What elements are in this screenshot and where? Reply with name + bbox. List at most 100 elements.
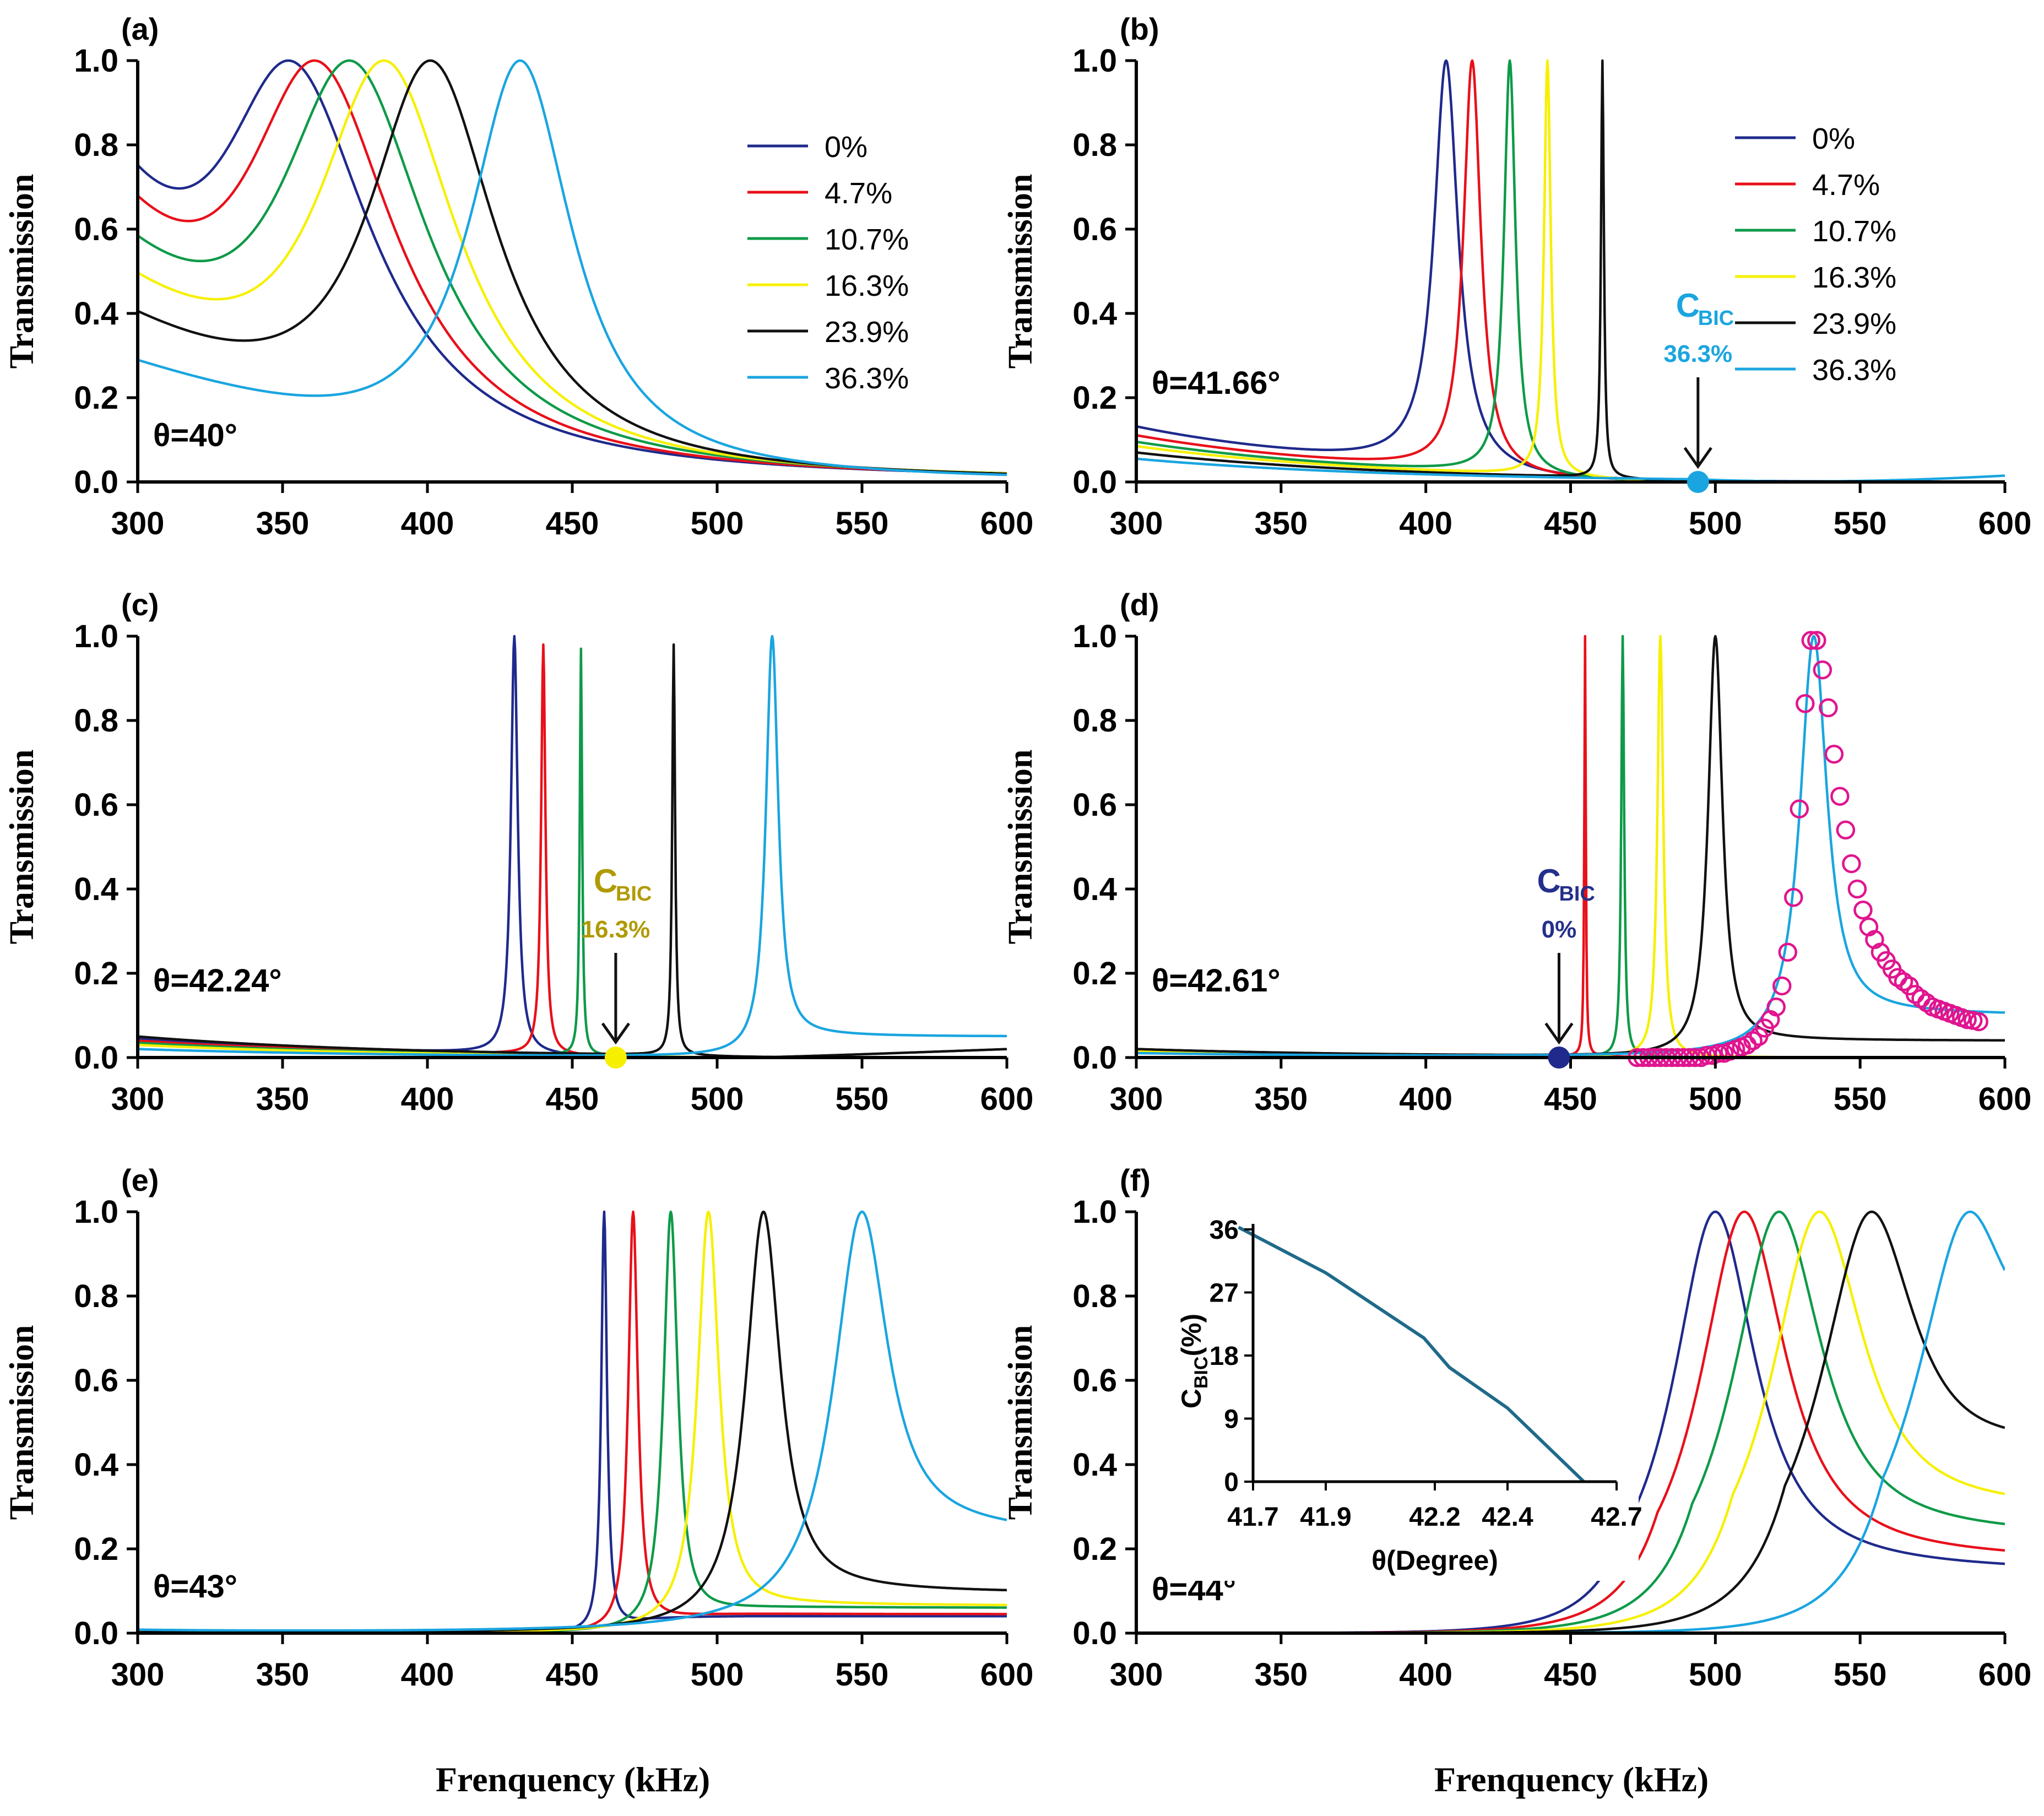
experiment-point <box>1796 694 1815 713</box>
legend-label: 36.3% <box>825 362 909 395</box>
experiment-point <box>1766 997 1786 1017</box>
series-line-36.3% <box>1136 635 2005 1057</box>
x-tick-label: 300 <box>111 1081 165 1117</box>
y-tick-label: 0.4 <box>1072 1447 1117 1483</box>
cbic-value: 16.3% <box>582 916 650 943</box>
experiment-point <box>1836 820 1856 840</box>
panel-a: 300 350 400 450 500 550 600 0.0 0.2 0.4 0.6 0.8 1.0 T… <box>3 12 1033 541</box>
x-tick-label: 300 <box>111 506 165 541</box>
y-tick-label: 0.4 <box>74 871 118 907</box>
series-line-36.3% <box>138 59 1007 476</box>
x-tick-label: 600 <box>1978 1081 2032 1117</box>
inset-cbic-vs-theta: 41.7 41.9 42.2 42.4 42.7 0 9 18 27 36 θ(Degree) CBI… <box>1176 1216 1642 1581</box>
panel-c: 300 350 400 450 500 550 600 0.0 0.2 0.4 0.6 0.8 1.0 T… <box>3 587 1033 1117</box>
cbic-sub: BIC <box>1559 882 1595 906</box>
cbic-sub: BIC <box>616 882 652 906</box>
panel-label: (b) <box>1120 12 1159 46</box>
panel-label: (d) <box>1120 587 1159 622</box>
panel-label: (c) <box>121 587 159 622</box>
y-axis-label: Transmission <box>1002 1325 1039 1520</box>
arrow-head <box>601 1022 630 1045</box>
experiment-point <box>1801 631 1821 650</box>
y-axis-label: Transmission <box>3 1325 41 1520</box>
x-tick-label: 450 <box>546 1657 599 1693</box>
y-tick-label: 0.6 <box>1072 212 1117 247</box>
y-tick-label: 0.6 <box>1072 787 1117 823</box>
inset-y-tick-label: 9 <box>1224 1405 1239 1434</box>
inset-y-tick-label: 36 <box>1210 1216 1239 1245</box>
y-tick-label: 1.0 <box>1072 43 1117 79</box>
angle-label: θ=43° <box>153 1569 237 1604</box>
inset-x-tick-label: 42.2 <box>1409 1503 1460 1532</box>
cbic-value: 0% <box>1542 916 1577 943</box>
legend-label: 36.3% <box>1812 354 1896 387</box>
experiment-point <box>1969 1012 1988 1032</box>
legend-label: 23.9% <box>825 316 909 349</box>
x-tick-label: 450 <box>1544 1081 1597 1117</box>
x-tick-label: 400 <box>1399 1081 1452 1117</box>
inset-x-tick-label: 42.7 <box>1591 1503 1642 1532</box>
inset-background <box>1181 1218 1639 1581</box>
y-tick-label: 1.0 <box>1072 1194 1117 1230</box>
y-tick-label: 0.4 <box>1072 871 1117 907</box>
legend-label: 0% <box>1812 122 1855 155</box>
series-line-23.9% <box>138 643 1007 1059</box>
x-tick-label: 400 <box>401 506 454 541</box>
x-tick-label: 500 <box>691 506 744 541</box>
panel-label: (f) <box>1120 1163 1151 1197</box>
y-tick-label: 0.4 <box>74 1447 118 1483</box>
y-tick-label: 0.0 <box>74 464 118 500</box>
y-tick-label: 0.2 <box>74 380 118 416</box>
y-tick-label: 0.6 <box>74 787 118 823</box>
x-tick-label: 600 <box>1978 506 2032 541</box>
x-tick-label: 600 <box>980 506 1034 541</box>
x-tick-label: 400 <box>401 1081 454 1117</box>
y-axis-label: Transmission <box>1002 174 1039 369</box>
legend-label: 4.7% <box>825 177 892 210</box>
experiment-point <box>1709 1044 1728 1063</box>
y-tick-label: 0.6 <box>74 212 118 247</box>
experiment-point <box>1790 799 1809 818</box>
x-tick-label: 450 <box>546 506 599 541</box>
inset-x-tick-label: 41.7 <box>1227 1503 1278 1532</box>
panel-b: 300 350 400 450 500 550 600 0.0 0.2 0.4 0.6 0.8 1.0 T… <box>1002 12 2031 541</box>
y-tick-label: 0.0 <box>74 1616 118 1651</box>
y-tick-label: 1.0 <box>74 1194 118 1230</box>
y-tick-label: 0.8 <box>74 1278 118 1314</box>
y-axis-label: Transmission <box>1002 750 1039 945</box>
y-tick-label: 0.2 <box>1072 380 1117 416</box>
angle-label: θ=42.24° <box>153 963 282 999</box>
x-tick-label: 550 <box>836 1657 889 1693</box>
legend-label: 10.7% <box>1812 215 1896 248</box>
experiment-point <box>1772 976 1792 996</box>
x-tick-label: 400 <box>1399 1657 1452 1693</box>
x-tick-label: 600 <box>980 1081 1034 1117</box>
legend-label: 16.3% <box>1812 261 1896 294</box>
x-tick-label: 400 <box>1399 506 1452 541</box>
series-line-36.3% <box>138 635 1007 1057</box>
x-tick-label: 450 <box>546 1081 599 1117</box>
bic-marker <box>604 1047 627 1069</box>
y-tick-label: 0.0 <box>1072 1616 1117 1651</box>
x-tick-label: 600 <box>1978 1657 2032 1693</box>
x-tick-label: 550 <box>836 1081 889 1117</box>
y-tick-label: 0.4 <box>1072 296 1117 332</box>
inset-y-tick-label: 27 <box>1210 1279 1239 1308</box>
y-tick-label: 0.0 <box>1072 1040 1117 1076</box>
x-tick-label: 300 <box>1110 506 1163 541</box>
cbic-label: C <box>594 863 617 899</box>
y-axis-label: Transmission <box>3 750 41 945</box>
x-tick-label: 350 <box>1254 1081 1308 1117</box>
cbic-label: C <box>1537 863 1560 899</box>
angle-label: θ=42.61° <box>1152 963 1281 999</box>
inset-y-tick-label: 0 <box>1224 1468 1239 1497</box>
x-tick-label: 500 <box>691 1081 744 1117</box>
legend: 0% 4.7% 10.7% 16.3% 23.9% 36.3% <box>1735 122 1896 387</box>
x-tick-label: 500 <box>691 1657 744 1693</box>
x-tick-label: 300 <box>1110 1081 1163 1117</box>
panel-label: (a) <box>121 12 159 46</box>
experiment-point <box>1807 631 1826 650</box>
x-tick-label: 300 <box>111 1657 165 1693</box>
y-tick-label: 0.2 <box>1072 956 1117 991</box>
experiment-point <box>1830 787 1850 806</box>
